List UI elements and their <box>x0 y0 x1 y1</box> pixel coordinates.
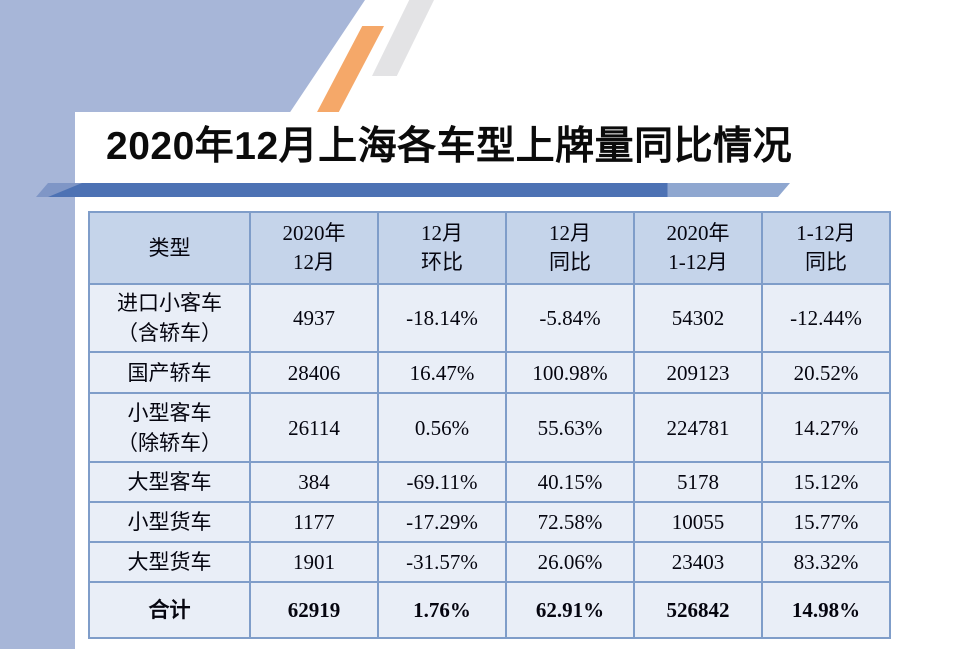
table-row: 国产轿车 28406 16.47% 100.98% 209123 20.52% <box>88 351 891 394</box>
table-row: 大型客车 384 -69.11% 40.15% 5178 15.12% <box>88 461 891 503</box>
column-header: 2020年 12月 <box>249 211 379 285</box>
table-row: 进口小客车 （含轿车） 4937 -18.14% -5.84% 54302 -12.44% <box>88 283 891 353</box>
value-cell: 62.91% <box>505 581 635 639</box>
registration-table-header: 类型 2020年 12月 12月 环比 12月 同比 2020年 1-12月 1-12月 … <box>88 211 891 285</box>
value-cell: -5.84% <box>505 283 635 353</box>
value-cell: -31.57% <box>377 541 507 583</box>
top-diagonal-shape <box>0 0 365 112</box>
value-cell: 4937 <box>249 283 379 353</box>
value-cell: 5178 <box>633 461 763 503</box>
column-header: 12月 环比 <box>377 211 507 285</box>
value-cell: 83.32% <box>761 541 891 583</box>
row-label-cell: 国产轿车 <box>88 351 251 394</box>
value-cell: 16.47% <box>377 351 507 394</box>
registration-table-body: 进口小客车 （含轿车） 4937 -18.14% -5.84% 54302 -12.44%… <box>88 283 891 639</box>
value-cell: 20.52% <box>761 351 891 394</box>
value-cell: 23403 <box>633 541 763 583</box>
value-cell: 100.98% <box>505 351 635 394</box>
value-cell: 26.06% <box>505 541 635 583</box>
value-cell: 55.63% <box>505 392 635 463</box>
value-cell: 10055 <box>633 501 763 543</box>
value-cell: 224781 <box>633 392 763 463</box>
value-cell: 1.76% <box>377 581 507 639</box>
row-label-cell: 大型客车 <box>88 461 251 503</box>
value-cell: 28406 <box>249 351 379 394</box>
gray-stripe-decoration <box>372 0 434 76</box>
value-cell: 209123 <box>633 351 763 394</box>
value-cell: -12.44% <box>761 283 891 353</box>
value-cell: 526842 <box>633 581 763 639</box>
table-row: 大型货车 1901 -31.57% 26.06% 23403 83.32% <box>88 541 891 583</box>
value-cell: 15.12% <box>761 461 891 503</box>
value-cell: 15.77% <box>761 501 891 543</box>
value-cell: 14.98% <box>761 581 891 639</box>
value-cell: 40.15% <box>505 461 635 503</box>
column-header: 12月 同比 <box>505 211 635 285</box>
value-cell: 0.56% <box>377 392 507 463</box>
value-cell: 54302 <box>633 283 763 353</box>
value-cell: 72.58% <box>505 501 635 543</box>
row-label-cell: 进口小客车 （含轿车） <box>88 283 251 353</box>
registration-table-container: 类型 2020年 12月 12月 环比 12月 同比 2020年 1-12月 1-12月 … <box>88 211 891 639</box>
value-cell: 1901 <box>249 541 379 583</box>
value-cell: -18.14% <box>377 283 507 353</box>
value-cell: 14.27% <box>761 392 891 463</box>
value-cell: 62919 <box>249 581 379 639</box>
title-underline-bar <box>48 183 790 197</box>
row-label-cell: 大型货车 <box>88 541 251 583</box>
column-header: 类型 <box>88 211 251 285</box>
value-cell: 384 <box>249 461 379 503</box>
registration-table: 类型 2020年 12月 12月 环比 12月 同比 2020年 1-12月 1-12月 … <box>88 211 891 639</box>
row-label-cell: 小型货车 <box>88 501 251 543</box>
value-cell: 26114 <box>249 392 379 463</box>
row-label-cell: 小型客车 （除轿车） <box>88 392 251 463</box>
value-cell: -17.29% <box>377 501 507 543</box>
row-label-cell: 合计 <box>88 581 251 639</box>
column-header: 2020年 1-12月 <box>633 211 763 285</box>
column-header: 1-12月 同比 <box>761 211 891 285</box>
value-cell: 1177 <box>249 501 379 543</box>
table-row: 小型货车 1177 -17.29% 72.58% 10055 15.77% <box>88 501 891 543</box>
header-row: 类型 2020年 12月 12月 环比 12月 同比 2020年 1-12月 1-12月 … <box>88 211 891 285</box>
table-total-row: 合计 62919 1.76% 62.91% 526842 14.98% <box>88 581 891 639</box>
value-cell: -69.11% <box>377 461 507 503</box>
table-row: 小型客车 （除轿车） 26114 0.56% 55.63% 224781 14.27% <box>88 392 891 463</box>
slide-title: 2020年12月上海各车型上牌量同比情况 <box>106 125 793 168</box>
